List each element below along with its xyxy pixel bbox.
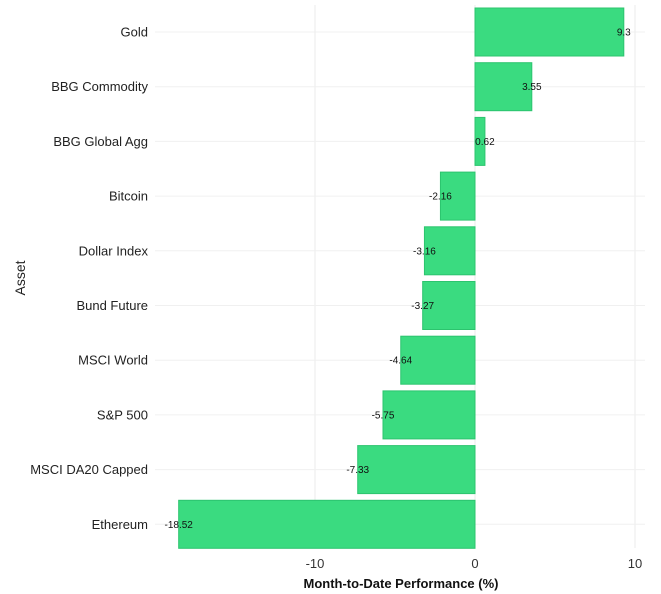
category-label: MSCI World [78, 353, 148, 368]
bar [423, 226, 476, 276]
x-axis-title: Month-to-Date Performance (%) [303, 576, 498, 591]
data-label: 3.55 [522, 82, 542, 93]
category-label: BBG Commodity [51, 79, 148, 94]
data-label: -18.52 [165, 520, 194, 531]
data-label: 0.62 [475, 137, 495, 148]
bar [400, 335, 476, 385]
bar [474, 62, 533, 112]
bars [178, 7, 625, 549]
x-tick-label: 10 [628, 556, 642, 571]
category-label: Gold [121, 25, 148, 40]
x-tick-label: -10 [306, 556, 325, 571]
x-tick-labels: -10 0 10 [306, 556, 643, 571]
data-label: -2.16 [429, 192, 452, 203]
bar [422, 281, 476, 330]
category-label: BBG Global Agg [53, 134, 148, 149]
bar [178, 499, 476, 549]
category-label: Bitcoin [109, 189, 148, 204]
bar [474, 116, 486, 166]
bar [439, 171, 476, 221]
category-label: Dollar Index [79, 243, 149, 258]
data-label: -5.75 [372, 410, 395, 421]
data-label: 9.3 [617, 28, 631, 39]
data-labels: 9.3 3.55 0.62 -2.16 -3.16 -3.27 -4.64 -5.75 -7.3… [165, 28, 632, 531]
category-label: Bund Future [76, 298, 148, 313]
bar [474, 7, 625, 57]
y-axis-title: Asset [12, 260, 28, 295]
bar [382, 390, 476, 440]
data-label: -7.33 [346, 465, 369, 476]
data-label: -3.16 [413, 246, 436, 257]
data-label: -3.27 [411, 301, 434, 312]
category-label: S&P 500 [97, 407, 148, 422]
category-label: Ethereum [92, 517, 148, 532]
category-labels: Gold BBG Commodity BBG Global Agg Bitcoin Do… [30, 25, 148, 532]
category-label: MSCI DA20 Capped [30, 462, 148, 477]
x-tick-label: 0 [471, 556, 478, 571]
bar [357, 445, 476, 495]
data-label: -4.64 [389, 356, 412, 367]
